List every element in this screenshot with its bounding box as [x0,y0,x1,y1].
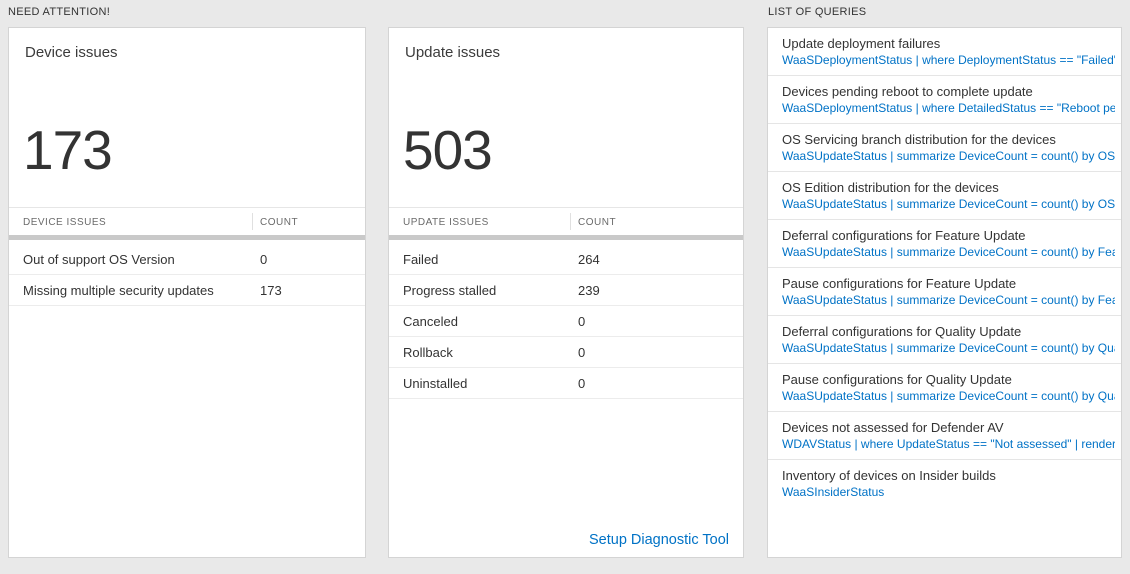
query-text: WaaSUpdateStatus | summarize DeviceCount… [782,197,1115,211]
device-issues-rows: Out of support OS Version 0 Missing mult… [9,244,365,306]
row-label: Rollback [403,345,453,360]
update-issues-col-header: UPDATE ISSUES [403,217,489,228]
row-label: Progress stalled [403,283,497,298]
device-issues-tile[interactable]: Device issues 173 [9,28,365,207]
table-row[interactable]: Canceled 0 [389,306,743,337]
table-row[interactable]: Missing multiple security updates 173 [9,275,365,306]
table-row[interactable]: Out of support OS Version 0 [9,244,365,275]
device-issues-table-header: DEVICE ISSUES COUNT [9,208,365,235]
row-count: 173 [260,283,282,298]
row-label: Canceled [403,314,458,329]
table-header-divider [9,235,365,240]
query-item[interactable]: Pause configurations for Quality Update … [768,364,1121,412]
row-count: 239 [578,283,600,298]
query-item[interactable]: Devices pending reboot to complete updat… [768,76,1121,124]
row-count: 0 [578,376,586,391]
query-item[interactable]: Deferral configurations for Feature Upda… [768,220,1121,268]
query-item[interactable]: Inventory of devices on Insider builds W… [768,460,1121,507]
query-text: WaaSDeploymentStatus | where DetailedSta… [782,101,1115,115]
query-text: WaaSInsiderStatus [782,485,885,499]
row-label: Uninstalled [403,376,468,391]
query-item[interactable]: OS Servicing branch distribution for the… [768,124,1121,172]
need-attention-heading: NEED ATTENTION! [8,6,111,18]
row-label: Failed [403,252,439,267]
update-issues-tile[interactable]: Update issues 503 [389,28,743,207]
query-title: Devices not assessed for Defender AV [782,420,1004,435]
query-title: Deferral configurations for Feature Upda… [782,228,1026,243]
query-text: WDAVStatus | where UpdateStatus == "Not … [782,437,1115,451]
device-issues-count: 173 [23,119,113,181]
update-issues-table: UPDATE ISSUES COUNT Failed 264 Progress … [389,207,743,557]
row-count: 264 [578,252,600,267]
query-text: WaaSUpdateStatus | summarize DeviceCount… [782,341,1115,355]
device-issues-title: Device issues [25,44,118,61]
query-title: Pause configurations for Quality Update [782,372,1012,387]
setup-diagnostic-tool-link[interactable]: Setup Diagnostic Tool [589,532,729,548]
device-issues-col-header: DEVICE ISSUES [23,217,107,228]
table-header-divider [389,235,743,240]
update-issues-card: Update issues 503 UPDATE ISSUES COUNT Fa… [388,27,744,558]
query-item[interactable]: Update deployment failures WaaSDeploymen… [768,28,1121,76]
query-title: Pause configurations for Feature Update [782,276,1017,291]
column-divider [570,213,571,230]
query-title: OS Edition distribution for the devices [782,180,999,195]
query-title: OS Servicing branch distribution for the… [782,132,1056,147]
device-issues-table: DEVICE ISSUES COUNT Out of support OS Ve… [9,207,365,557]
count-col-header: COUNT [260,217,299,228]
update-issues-rows: Failed 264 Progress stalled 239 Canceled… [389,244,743,399]
query-item[interactable]: OS Edition distribution for the devices … [768,172,1121,220]
list-of-queries-card: Update deployment failures WaaSDeploymen… [767,27,1122,558]
row-count: 0 [578,314,586,329]
query-title: Update deployment failures [782,36,941,51]
row-count: 0 [578,345,586,360]
table-row[interactable]: Uninstalled 0 [389,368,743,399]
table-row[interactable]: Progress stalled 239 [389,275,743,306]
query-text: WaaSUpdateStatus | summarize DeviceCount… [782,149,1115,163]
row-label: Missing multiple security updates [23,283,214,298]
query-item[interactable]: Pause configurations for Feature Update … [768,268,1121,316]
query-item[interactable]: Deferral configurations for Quality Upda… [768,316,1121,364]
column-divider [252,213,253,230]
count-col-header: COUNT [578,217,617,228]
update-issues-count: 503 [403,119,493,181]
update-issues-table-header: UPDATE ISSUES COUNT [389,208,743,235]
query-text: WaaSUpdateStatus | summarize DeviceCount… [782,293,1115,307]
table-row[interactable]: Rollback 0 [389,337,743,368]
row-count: 0 [260,252,268,267]
query-text: WaaSUpdateStatus | summarize DeviceCount… [782,245,1115,259]
query-title: Inventory of devices on Insider builds [782,468,996,483]
list-of-queries-heading: LIST OF QUERIES [768,6,867,18]
query-title: Deferral configurations for Quality Upda… [782,324,1022,339]
query-text: WaaSUpdateStatus | summarize DeviceCount… [782,389,1115,403]
device-issues-card: Device issues 173 DEVICE ISSUES COUNT Ou… [8,27,366,558]
query-text: WaaSDeploymentStatus | where DeploymentS… [782,53,1115,67]
query-title: Devices pending reboot to complete updat… [782,84,1033,99]
update-issues-title: Update issues [405,44,501,61]
query-item[interactable]: Devices not assessed for Defender AV WDA… [768,412,1121,460]
table-row[interactable]: Failed 264 [389,244,743,275]
row-label: Out of support OS Version [23,252,175,267]
